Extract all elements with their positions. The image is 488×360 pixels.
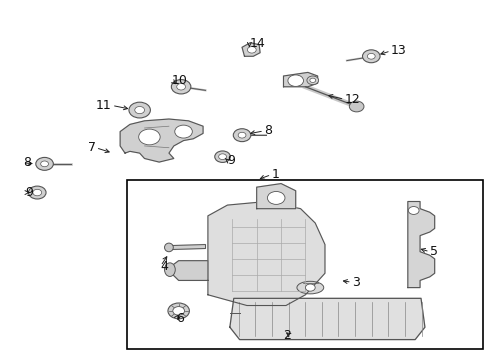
Circle shape [167,303,189,319]
Text: 6: 6 [176,311,184,325]
Polygon shape [168,244,205,249]
Circle shape [135,107,144,114]
Text: 13: 13 [390,44,406,57]
Text: 9: 9 [25,186,33,199]
Ellipse shape [296,281,323,294]
Text: 8: 8 [22,156,31,169]
Circle shape [176,84,185,90]
Bar [127,180,483,348]
Ellipse shape [164,243,173,252]
Text: 5: 5 [429,245,437,258]
Circle shape [238,132,245,138]
Text: 10: 10 [171,74,187,87]
Circle shape [366,53,374,59]
Circle shape [218,154,226,159]
Circle shape [129,102,150,118]
Text: 12: 12 [344,93,360,106]
Polygon shape [171,261,207,280]
Circle shape [287,75,303,86]
Polygon shape [207,202,325,306]
Circle shape [33,189,41,196]
Polygon shape [407,202,434,288]
Polygon shape [242,42,260,56]
Circle shape [348,101,363,112]
Circle shape [305,284,315,291]
Circle shape [36,157,53,170]
Text: 11: 11 [96,99,112,112]
Circle shape [306,76,318,85]
Ellipse shape [164,263,175,276]
Text: 8: 8 [264,124,271,138]
Polygon shape [229,298,424,339]
Circle shape [41,161,48,167]
Circle shape [267,192,285,204]
Circle shape [171,80,190,94]
Circle shape [28,186,46,199]
Text: 4: 4 [160,260,168,273]
Circle shape [172,307,184,315]
Polygon shape [256,184,295,209]
Circle shape [139,129,160,145]
Circle shape [247,46,256,53]
Polygon shape [283,72,317,87]
Circle shape [362,50,379,63]
Circle shape [174,125,192,138]
Circle shape [214,151,230,162]
Text: 14: 14 [249,36,264,50]
Text: 3: 3 [351,276,359,289]
Text: 7: 7 [88,141,96,154]
Text: 2: 2 [283,329,290,342]
Text: 1: 1 [271,168,279,181]
Polygon shape [120,119,203,162]
Circle shape [233,129,250,141]
Text: 9: 9 [227,154,235,167]
Circle shape [309,78,315,82]
Circle shape [407,207,418,215]
